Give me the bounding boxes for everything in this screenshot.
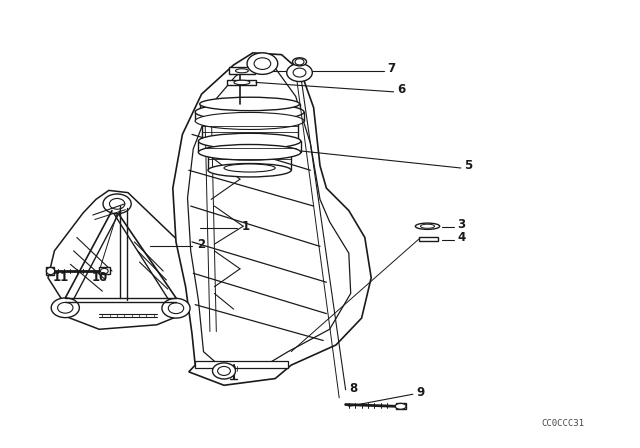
Circle shape <box>293 68 306 77</box>
Ellipse shape <box>195 112 304 129</box>
Polygon shape <box>173 53 371 385</box>
Ellipse shape <box>200 97 300 111</box>
Polygon shape <box>227 80 256 85</box>
Polygon shape <box>48 190 195 329</box>
Ellipse shape <box>292 58 307 66</box>
Text: 11: 11 <box>52 271 68 284</box>
Polygon shape <box>198 141 301 152</box>
Text: 6: 6 <box>397 83 405 96</box>
Text: 2: 2 <box>197 238 205 251</box>
Ellipse shape <box>208 164 291 177</box>
Text: 9: 9 <box>416 386 424 399</box>
Polygon shape <box>396 403 406 409</box>
Circle shape <box>58 302 73 313</box>
Circle shape <box>100 268 108 274</box>
Polygon shape <box>188 65 351 370</box>
Text: 1: 1 <box>242 220 250 233</box>
Polygon shape <box>229 67 255 74</box>
Circle shape <box>247 53 278 74</box>
Ellipse shape <box>236 69 248 73</box>
Circle shape <box>162 298 190 318</box>
Polygon shape <box>208 152 291 170</box>
Circle shape <box>254 58 271 69</box>
Circle shape <box>218 366 230 375</box>
Polygon shape <box>202 121 298 141</box>
Ellipse shape <box>195 103 304 121</box>
Polygon shape <box>200 104 300 112</box>
Polygon shape <box>46 267 54 275</box>
Polygon shape <box>195 112 304 121</box>
Ellipse shape <box>396 403 406 409</box>
Ellipse shape <box>420 224 435 228</box>
Circle shape <box>51 298 79 318</box>
Ellipse shape <box>202 114 298 128</box>
Text: CC0CCC31: CC0CCC31 <box>541 419 585 428</box>
Circle shape <box>212 363 236 379</box>
Text: 7: 7 <box>387 62 396 75</box>
Text: 4: 4 <box>458 231 466 244</box>
Ellipse shape <box>198 134 301 149</box>
Circle shape <box>287 64 312 82</box>
Polygon shape <box>99 267 110 274</box>
Ellipse shape <box>224 164 275 172</box>
Polygon shape <box>419 237 438 241</box>
Text: 10: 10 <box>92 271 108 284</box>
Polygon shape <box>195 361 288 368</box>
Text: 3: 3 <box>458 219 466 232</box>
Text: 5: 5 <box>464 159 472 172</box>
Circle shape <box>168 303 184 314</box>
Ellipse shape <box>415 223 440 229</box>
Ellipse shape <box>198 145 301 160</box>
Text: 8: 8 <box>349 382 357 395</box>
Circle shape <box>103 194 131 214</box>
Ellipse shape <box>208 146 291 159</box>
Circle shape <box>295 59 304 65</box>
Circle shape <box>109 198 125 209</box>
Ellipse shape <box>234 80 250 85</box>
Ellipse shape <box>47 267 55 275</box>
